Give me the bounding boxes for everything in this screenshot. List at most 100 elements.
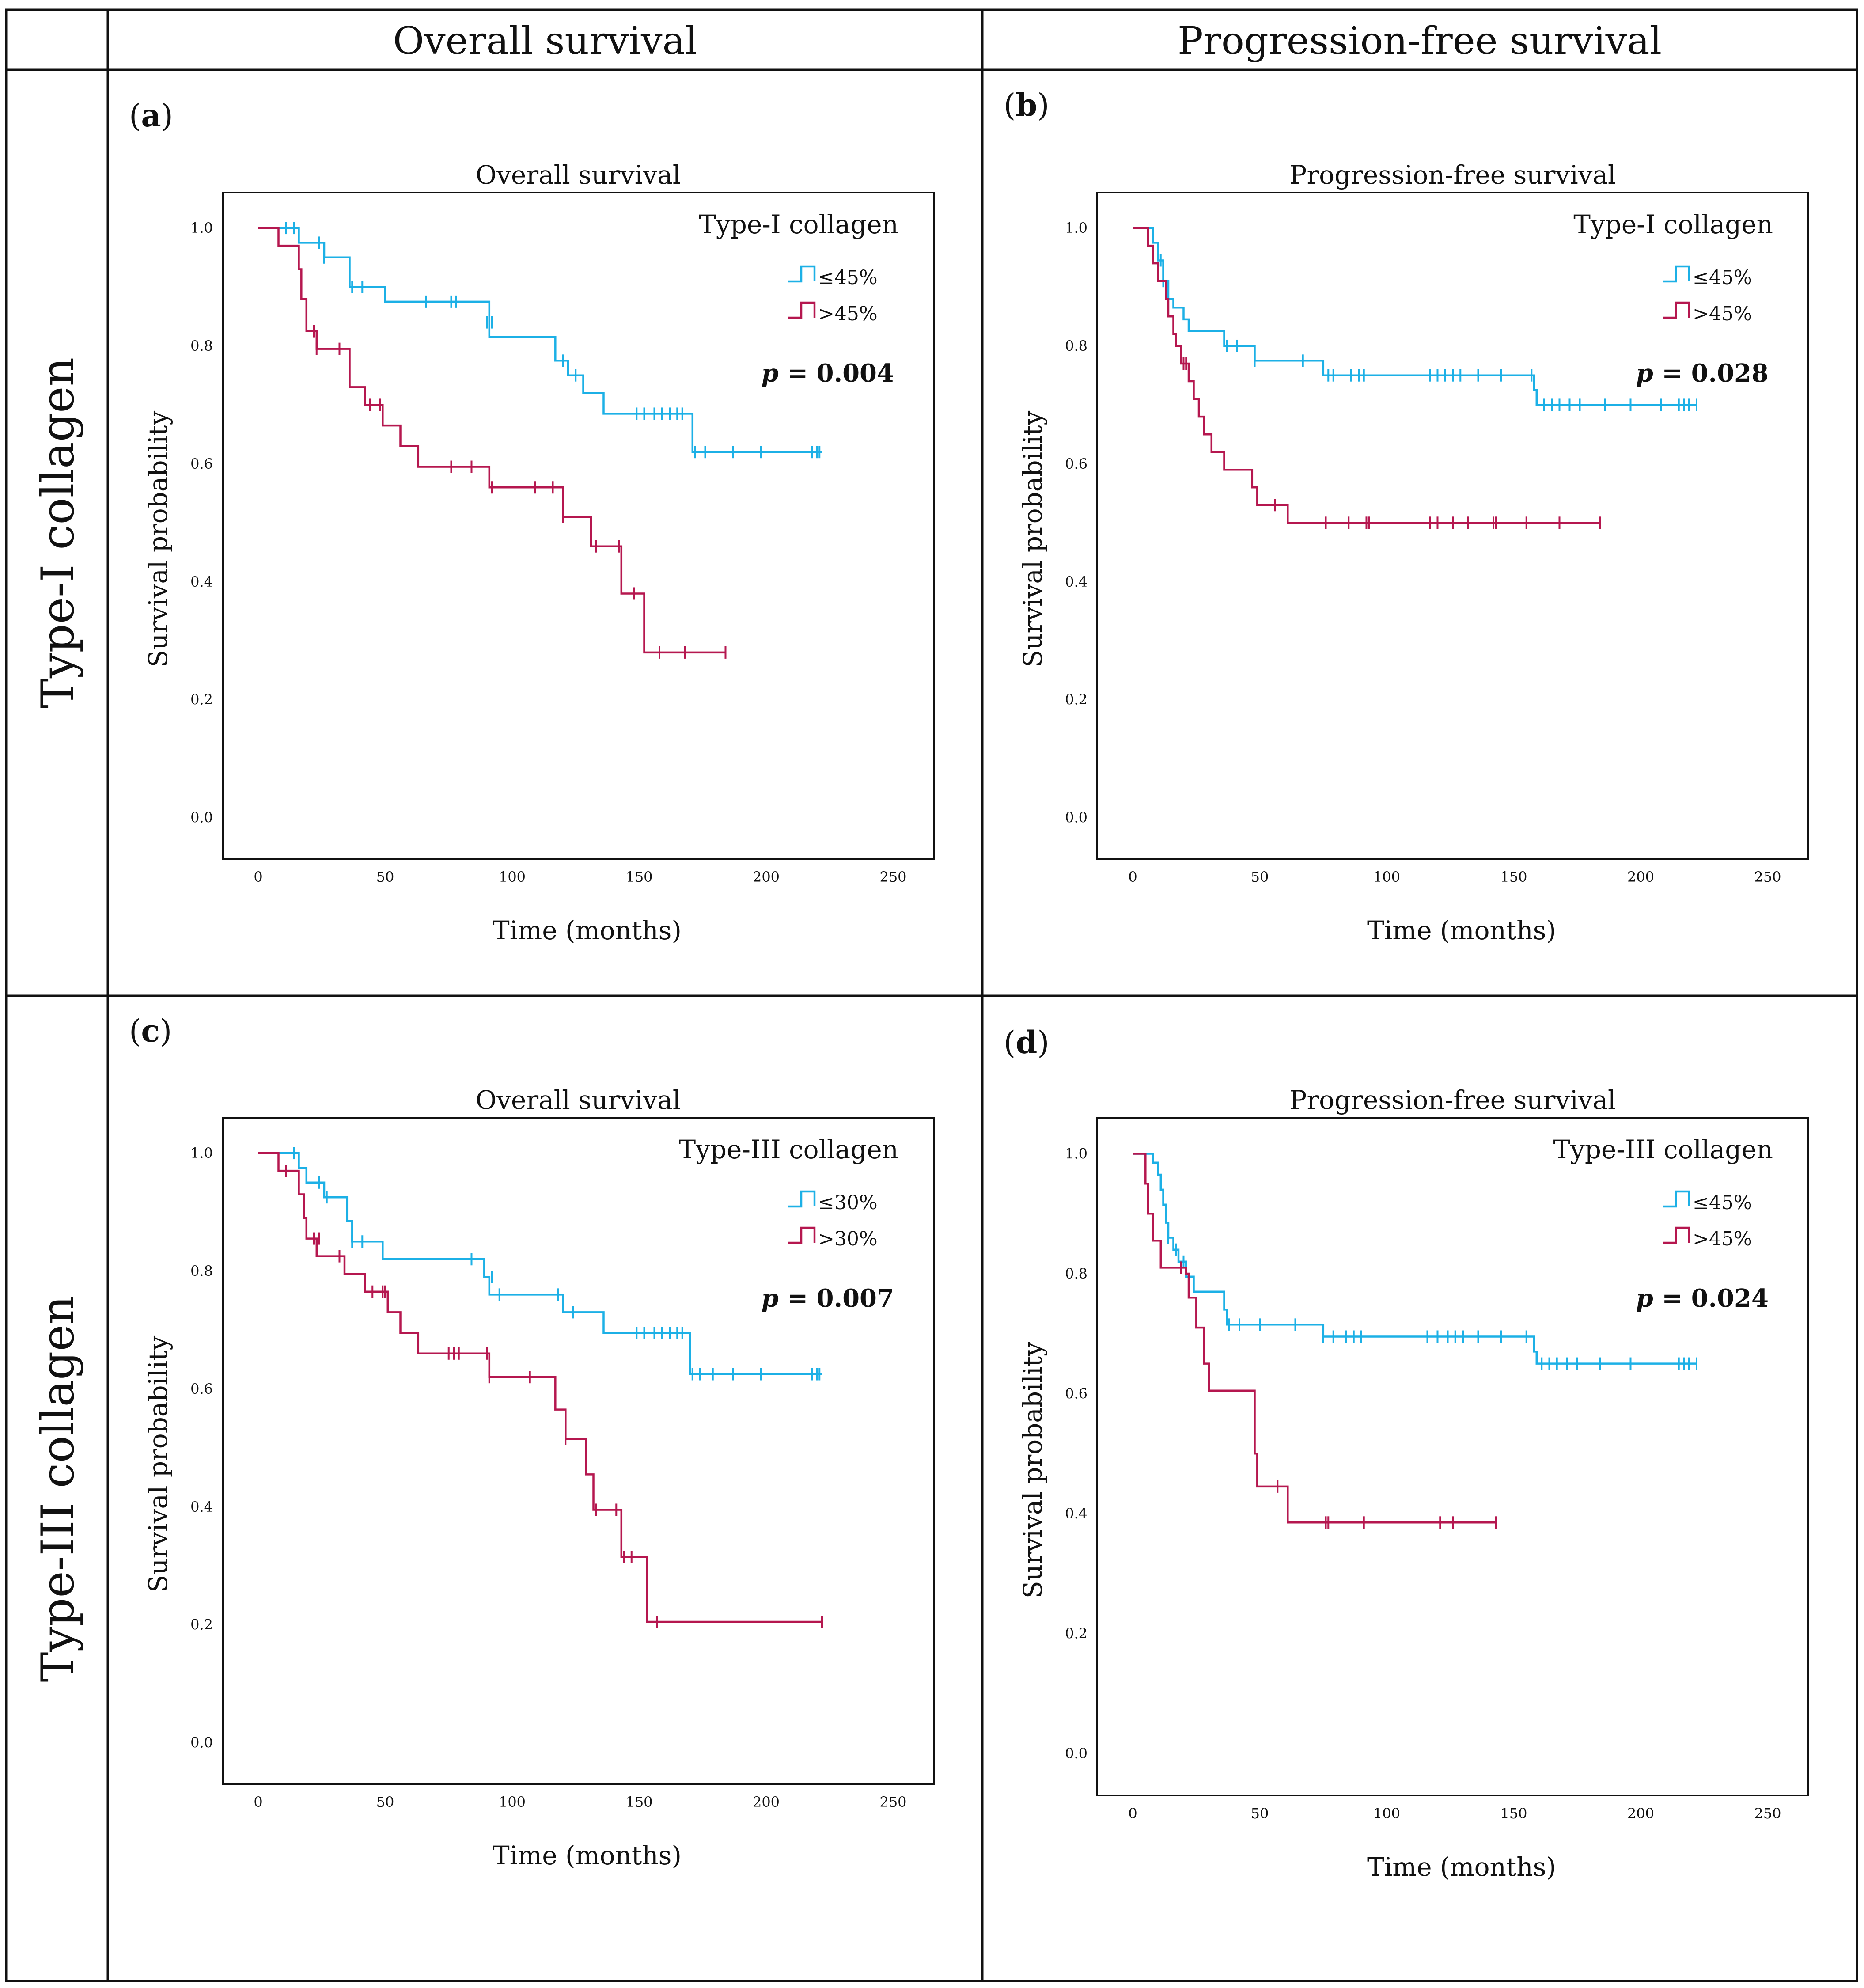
legend-swatch xyxy=(788,301,816,319)
p-value-text: = 0.004 xyxy=(779,359,894,388)
y-tick-label: 0.4 xyxy=(1065,573,1087,590)
series-group xyxy=(1133,1153,1697,1370)
x-tick-label: 200 xyxy=(753,1794,780,1810)
p-value: p = 0.007 xyxy=(762,1284,894,1313)
panel-b: (b) Progression-free survival 0.0 0.2 0.4 0.6… xyxy=(1004,87,1809,945)
y-tick-label: 0.4 xyxy=(1065,1505,1087,1522)
x-tick-label: 250 xyxy=(1754,1805,1781,1822)
y-tick-label: 0.0 xyxy=(190,1734,213,1751)
y-tick-label: 1.0 xyxy=(190,220,213,236)
y-tick-label: 0.0 xyxy=(1065,809,1087,826)
legend-swatch xyxy=(1663,1190,1690,1208)
x-tick-label: 200 xyxy=(753,869,780,885)
x-axis-title: Time (months) xyxy=(1367,915,1556,945)
legend-label: ≤45% xyxy=(1693,266,1752,289)
survival-curve xyxy=(1133,227,1600,524)
x-tick-label: 250 xyxy=(879,869,906,885)
panel-label: (d) xyxy=(1004,1024,1049,1061)
legend-swatch xyxy=(1663,265,1690,283)
legend-swatch xyxy=(788,1190,816,1208)
panel-label-open-paren: ( xyxy=(129,1013,141,1049)
series-group xyxy=(258,227,727,659)
plot-frame xyxy=(222,192,935,860)
y-tick-label: 0.2 xyxy=(190,691,213,708)
y-axis-title: Survival probability xyxy=(143,1336,173,1593)
panel-label-open-paren: ( xyxy=(129,98,141,134)
x-tick-label: 100 xyxy=(1373,1805,1400,1822)
y-axis-title: Survival probability xyxy=(1018,411,1048,668)
panel-label-close-paren: ) xyxy=(161,98,173,134)
x-tick-label: 250 xyxy=(879,1794,906,1810)
p-value: p = 0.024 xyxy=(1636,1284,1769,1313)
panel-label: (a) xyxy=(129,97,173,134)
survival-curve xyxy=(1133,227,1697,406)
panel-label-open-paren: ( xyxy=(1004,1024,1015,1061)
p-value-text: = 0.007 xyxy=(779,1284,894,1313)
y-tick-label: 0.0 xyxy=(190,809,213,826)
y-tick-label: 0.8 xyxy=(190,338,213,354)
plot-frame xyxy=(1096,192,1809,860)
y-tick-label: 0.6 xyxy=(1065,455,1087,472)
survival-curve xyxy=(1133,1153,1496,1524)
x-tick-label: 100 xyxy=(499,1794,526,1810)
x-tick-label: 50 xyxy=(376,1794,394,1810)
y-tick-label: 1.0 xyxy=(190,1145,213,1161)
x-axis-title: Time (months) xyxy=(493,1840,682,1870)
y-tick-label: 1.0 xyxy=(1065,1145,1087,1162)
column-header-overall-survival: Overall survival xyxy=(393,19,697,63)
y-tick-label: 0.2 xyxy=(1065,691,1087,708)
panel-label: (b) xyxy=(1004,87,1049,123)
panel-label: (c) xyxy=(129,1013,172,1049)
plot-title: Overall survival xyxy=(476,160,681,190)
legend-label: >45% xyxy=(1693,1228,1752,1250)
y-tick-label: 0.4 xyxy=(190,1499,213,1515)
x-tick-label: 150 xyxy=(1500,1805,1527,1822)
p-value-text: = 0.024 xyxy=(1653,1284,1769,1313)
y-tick-label: 0.2 xyxy=(1065,1625,1087,1642)
plot-title: Overall survival xyxy=(476,1085,681,1115)
x-tick-label: 200 xyxy=(1627,1805,1654,1822)
p-value-symbol: p xyxy=(1636,359,1653,388)
x-tick-label: 200 xyxy=(1627,869,1654,885)
x-tick-label: 0 xyxy=(1128,1805,1137,1822)
panel-label-close-paren: ) xyxy=(160,1013,172,1049)
survival-curve xyxy=(258,1152,822,1375)
panel-label-close-paren: ) xyxy=(1037,1024,1049,1061)
panel-label-letter: b xyxy=(1015,87,1037,123)
panel-label-open-paren: ( xyxy=(1004,87,1015,123)
y-tick-label: 0.8 xyxy=(1065,1265,1087,1282)
p-value: p = 0.004 xyxy=(762,359,894,388)
p-value-text: = 0.028 xyxy=(1653,359,1769,388)
y-tick-label: 0.6 xyxy=(190,1381,213,1397)
survival-curve xyxy=(1133,1153,1697,1365)
y-tick-label: 0.2 xyxy=(190,1616,213,1633)
x-tick-label: 100 xyxy=(499,869,526,885)
x-axis-title: Time (months) xyxy=(493,915,682,945)
p-value-symbol: p xyxy=(1636,1284,1653,1313)
plot-title: Progression-free survival xyxy=(1289,160,1616,190)
row-label-type-i-collagen: Type-I collagen xyxy=(32,357,84,708)
legend-title: Type-III collagen xyxy=(678,1134,898,1165)
series-group xyxy=(1133,227,1697,411)
survival-curve xyxy=(258,1152,822,1623)
legend-title: Type-III collagen xyxy=(1553,1134,1773,1165)
p-value-symbol: p xyxy=(762,1284,779,1313)
x-tick-label: 150 xyxy=(625,1794,652,1810)
survival-curve xyxy=(258,227,726,654)
legend-title: Type-I collagen xyxy=(1573,209,1773,239)
x-axis-title: Time (months) xyxy=(1367,1852,1556,1882)
column-header-progression-free-survival: Progression-free survival xyxy=(1178,19,1662,63)
panel-label-letter: a xyxy=(141,97,161,134)
panel-c: (c) Overall survival 0.0 0.2 0.4 0.6 0.8 1.0 0 50… xyxy=(129,1013,935,1870)
x-tick-label: 0 xyxy=(1128,869,1137,885)
legend-title: Type-I collagen xyxy=(699,209,898,239)
x-tick-label: 50 xyxy=(376,869,394,885)
series-group xyxy=(258,1152,823,1628)
survival-curve xyxy=(258,227,822,453)
p-value: p = 0.028 xyxy=(1636,359,1769,388)
x-tick-label: 0 xyxy=(254,1794,262,1810)
x-tick-label: 0 xyxy=(254,869,262,885)
legend-label: >45% xyxy=(1693,303,1752,325)
panel-a: (a) Overall survival 0.0 0.2 0.4 0.6 0.8 1.0 0 50… xyxy=(129,97,935,945)
x-tick-label: 50 xyxy=(1251,869,1269,885)
